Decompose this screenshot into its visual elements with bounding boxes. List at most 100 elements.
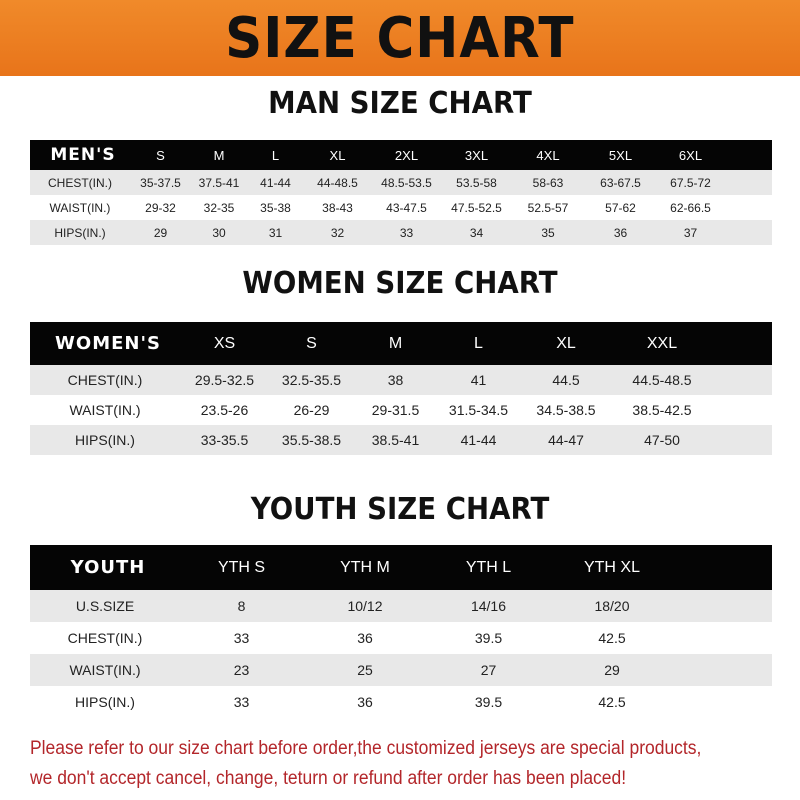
cell: 8 xyxy=(237,598,246,614)
cell: 34 xyxy=(469,225,484,240)
cell: 44-48.5 xyxy=(317,175,358,190)
table-row: WAIST(IN.) 29-32 32-35 35-38 38-43 43-47.5 47.… xyxy=(30,195,772,220)
table-row: WAIST(IN.) 23 25 27 29 xyxy=(30,654,772,686)
page-title: SIZE CHART xyxy=(225,5,575,71)
cell: 44.5 xyxy=(552,372,580,388)
cell: 3XL xyxy=(464,147,489,163)
women-title: WOMEN SIZE CHART xyxy=(242,266,558,301)
cell: 58-63 xyxy=(532,175,564,190)
women-size-table: WOMEN'S XS S M L XL XXL CHEST(IN.) 29.5-32.5 32.5… xyxy=(30,322,772,455)
disclaimer-line-2: we don't accept cancel, change, teturn o… xyxy=(30,768,627,789)
cell: 53.5-58 xyxy=(456,175,497,190)
cell: 29.5-32.5 xyxy=(194,372,255,388)
cell: 26-29 xyxy=(293,402,330,418)
table-row: CHEST(IN.) 33 36 39.5 42.5 xyxy=(30,622,772,654)
cell: 36 xyxy=(613,225,628,240)
cell: 35.5-38.5 xyxy=(281,432,342,448)
row-label: HIPS(IN.) xyxy=(75,694,135,710)
cell: 23.5-26 xyxy=(200,402,249,418)
youth-size-table: YOUTH YTH S YTH M YTH L YTH XL U.S.SIZE 8 10/12… xyxy=(30,545,772,718)
cell: YTH M xyxy=(340,558,390,576)
cell: 62-66.5 xyxy=(670,200,711,215)
cell: 48.5-53.5 xyxy=(381,175,432,190)
cell: 32-35 xyxy=(203,200,235,215)
disclaimer: Please refer to our size chart before or… xyxy=(30,734,729,794)
cell: 14/16 xyxy=(470,598,507,614)
cell: 47-50 xyxy=(644,432,680,448)
cell: L xyxy=(474,334,483,352)
cell: 6XL xyxy=(678,147,703,163)
cell: 36 xyxy=(357,630,373,646)
cell: 41-44 xyxy=(460,432,497,448)
cell: 5XL xyxy=(608,147,633,163)
row-label: HIPS(IN.) xyxy=(75,432,135,448)
cell: 33 xyxy=(233,694,250,710)
cell: 29-31.5 xyxy=(371,402,420,418)
row-label: WAIST(IN.) xyxy=(69,662,141,678)
cell: 25 xyxy=(357,662,373,678)
cell: XL xyxy=(329,147,346,163)
cell: 35 xyxy=(541,225,555,240)
cell: 31 xyxy=(268,225,283,240)
row-label: YOUTH xyxy=(70,557,146,578)
row-label: CHEST(IN.) xyxy=(48,175,112,190)
cell: 33 xyxy=(233,630,250,646)
banner: SIZE CHART xyxy=(0,0,800,76)
header-row: MEN'S S M L XL 2XL 3XL 4XL 5XL 6XL xyxy=(30,140,772,170)
cell: 18/20 xyxy=(594,598,630,614)
cell: 67.5-72 xyxy=(670,175,711,190)
cell: 2XL xyxy=(394,147,419,163)
cell: 39.5 xyxy=(474,694,503,710)
row-label: HIPS(IN.) xyxy=(54,225,106,240)
cell: S xyxy=(306,334,317,352)
table-row: WAIST(IN.) 23.5-26 26-29 29-31.5 31.5-34.5 34… xyxy=(30,395,772,425)
youth-title: YOUTH SIZE CHART xyxy=(250,492,550,527)
cell: YTH S xyxy=(217,558,266,576)
cell: 39.5 xyxy=(474,630,503,646)
cell: 34.5-38.5 xyxy=(536,402,596,418)
table-row: HIPS(IN.) 29 30 31 32 33 34 35 36 37 xyxy=(30,220,772,245)
cell: 41-44 xyxy=(260,175,291,190)
row-label: MEN'S xyxy=(50,145,116,165)
row-label: U.S.SIZE xyxy=(75,598,135,614)
table-row: HIPS(IN.) 33-35.5 35.5-38.5 38.5-41 41-44 44-… xyxy=(30,425,772,455)
cell: 35-37.5 xyxy=(140,175,181,190)
cell: S xyxy=(156,147,165,163)
cell: 37 xyxy=(683,225,698,240)
cell: 35-38 xyxy=(260,200,291,215)
cell: 43-47.5 xyxy=(386,200,427,215)
cell: 36 xyxy=(357,694,373,710)
header-row: YOUTH YTH S YTH M YTH L YTH XL xyxy=(30,545,772,590)
cell: 38-43 xyxy=(322,200,353,215)
cell: 38.5-41 xyxy=(371,432,420,448)
men-size-table: MEN'S S M L XL 2XL 3XL 4XL 5XL 6XL CHEST(IN.) 35-37… xyxy=(30,140,772,245)
cell: 32 xyxy=(330,225,345,240)
row-label: CHEST(IN.) xyxy=(67,630,143,646)
cell: 30 xyxy=(212,225,226,240)
row-label: WAIST(IN.) xyxy=(49,200,111,215)
cell: 10/12 xyxy=(347,598,383,614)
cell: 27 xyxy=(480,662,497,678)
table-row: U.S.SIZE 8 10/12 14/16 18/20 xyxy=(30,590,772,622)
cell: M xyxy=(388,334,403,352)
header-row: WOMEN'S XS S M L XL XXL xyxy=(30,322,772,365)
cell: 41 xyxy=(470,372,487,388)
cell: 57-62 xyxy=(605,200,636,215)
table-row: HIPS(IN.) 33 36 39.5 42.5 xyxy=(30,686,772,718)
cell: 38.5-42.5 xyxy=(632,402,692,418)
cell: 52.5-57 xyxy=(527,200,569,215)
row-label: WOMEN'S xyxy=(55,333,161,354)
row-label: WAIST(IN.) xyxy=(69,402,141,418)
cell: YTH L xyxy=(465,558,512,576)
cell: 47.5-52.5 xyxy=(451,200,502,215)
cell: 37.5-41 xyxy=(198,175,240,190)
cell: 29 xyxy=(604,662,620,678)
cell: 4XL xyxy=(536,147,560,163)
cell: 32.5-35.5 xyxy=(281,372,342,388)
men-title: MAN SIZE CHART xyxy=(268,86,532,121)
cell: M xyxy=(213,147,225,163)
cell: L xyxy=(271,147,280,163)
cell: 44-47 xyxy=(548,432,584,448)
cell: 31.5-34.5 xyxy=(448,402,509,418)
cell: 23 xyxy=(233,662,250,678)
